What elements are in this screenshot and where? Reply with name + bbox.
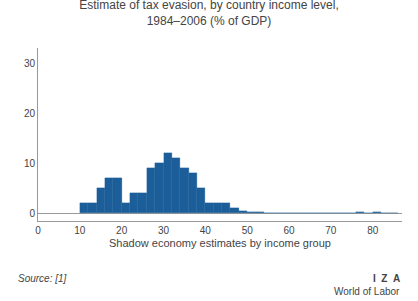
- svg-text:30: 30: [158, 225, 170, 236]
- svg-text:0: 0: [29, 208, 35, 219]
- svg-text:20: 20: [24, 108, 36, 119]
- svg-text:10: 10: [74, 225, 86, 236]
- svg-text:10: 10: [24, 158, 36, 169]
- svg-text:0: 0: [35, 225, 41, 236]
- svg-text:20: 20: [116, 225, 128, 236]
- svg-text:60: 60: [283, 225, 295, 236]
- svg-text:40: 40: [200, 225, 212, 236]
- svg-text:80: 80: [367, 225, 379, 236]
- svg-text:30: 30: [24, 58, 36, 69]
- svg-text:World of Labor: World of Labor: [334, 286, 400, 297]
- svg-text:Estimate of tax evasion, by co: Estimate of tax evasion, by country inco…: [79, 0, 338, 28]
- svg-text:I Z A: I Z A: [373, 273, 400, 284]
- svg-text:50: 50: [242, 225, 254, 236]
- svg-text:Shadow economy estimates by in: Shadow economy estimates by income group: [109, 237, 331, 249]
- svg-text:Source: [1]: Source: [1]: [18, 273, 67, 284]
- svg-text:70: 70: [325, 225, 337, 236]
